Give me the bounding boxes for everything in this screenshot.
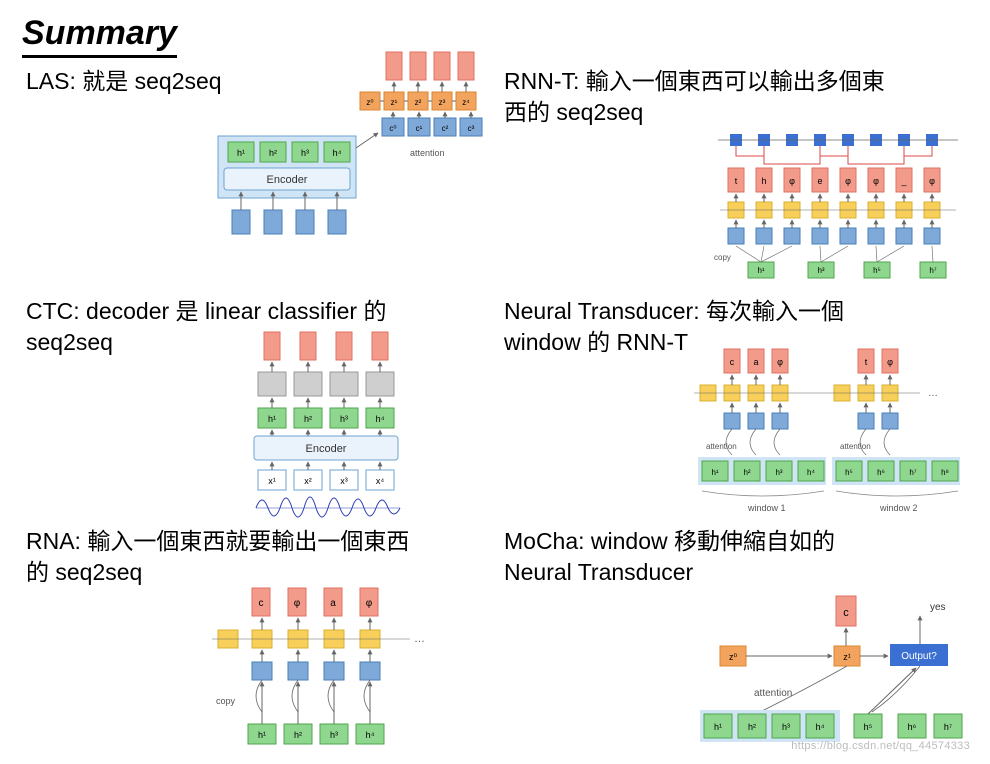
svg-text:φ: φ — [929, 176, 935, 186]
svg-text:h¹: h¹ — [258, 730, 266, 740]
svg-text:Output?: Output? — [901, 651, 937, 662]
svg-text:Encoder: Encoder — [306, 443, 347, 455]
mocha-diagram: c yes z⁰ z¹ Output? attention — [658, 590, 968, 760]
svg-text:attention: attention — [706, 442, 737, 451]
svg-text:h⁴: h⁴ — [333, 148, 342, 158]
svg-text:h⁵: h⁵ — [873, 266, 881, 275]
svg-text:z¹: z¹ — [843, 652, 851, 662]
mocha-text: MoCha: window 移動伸縮自如的 Neural Transducer — [504, 526, 904, 588]
svg-text:c: c — [843, 607, 849, 619]
svg-text:h³: h³ — [782, 722, 790, 732]
svg-text:h⁴: h⁴ — [366, 730, 375, 740]
watermark: https://blog.csdn.net/qq_44574333 — [791, 740, 970, 752]
svg-text:attention: attention — [754, 688, 792, 699]
svg-text:h⁴: h⁴ — [807, 468, 815, 477]
cell-mocha: MoCha: window 移動伸縮自如的 Neural Transducer … — [500, 518, 968, 754]
svg-text:h²: h² — [294, 730, 302, 740]
svg-text:h⁵: h⁵ — [845, 468, 853, 477]
rna-diagram: c φ a φ … — [210, 584, 430, 764]
svg-text:z⁰: z⁰ — [729, 652, 738, 662]
svg-text:x³: x³ — [340, 476, 348, 486]
svg-text:h: h — [761, 176, 766, 186]
svg-text:z⁴: z⁴ — [462, 98, 470, 107]
summary-grid: LAS: 就是 seq2seq Encoder h¹ h² — [22, 58, 968, 754]
svg-text:h⁷: h⁷ — [929, 266, 936, 275]
svg-text:c: c — [259, 598, 264, 609]
svg-text:c⁰: c⁰ — [389, 124, 396, 133]
svg-text:φ: φ — [294, 598, 301, 609]
svg-text:h¹: h¹ — [757, 266, 764, 275]
svg-text:h³: h³ — [330, 730, 338, 740]
svg-text:c¹: c¹ — [416, 124, 423, 133]
svg-text:h⁸: h⁸ — [941, 468, 949, 477]
svg-text:φ: φ — [366, 598, 373, 609]
las-diagram: Encoder h¹ h² h³ h⁴ — [210, 38, 490, 238]
svg-text:h⁴: h⁴ — [376, 414, 385, 424]
rna-text: RNA: 輸入一個東西就要輸出一個東西的 seq2seq — [26, 526, 426, 588]
svg-text:e: e — [817, 176, 822, 186]
svg-text:h³: h³ — [340, 414, 348, 424]
svg-text:window 1: window 1 — [747, 503, 786, 513]
svg-text:h⁵: h⁵ — [864, 722, 873, 732]
svg-text:h⁴: h⁴ — [816, 722, 825, 732]
svg-text:a: a — [753, 357, 758, 367]
svg-text:c: c — [730, 357, 735, 367]
svg-text:h²: h² — [269, 148, 277, 158]
svg-text:x²: x² — [304, 476, 312, 486]
svg-text:a: a — [330, 598, 336, 609]
svg-text:c²: c² — [442, 124, 449, 133]
ctc-diagram: h¹ h² h³ h⁴ Encoder — [240, 328, 420, 528]
svg-text:attention: attention — [840, 442, 871, 451]
svg-text:h⁷: h⁷ — [944, 722, 952, 732]
page-title: Summary — [22, 14, 177, 58]
cell-rnnt: RNN-T: 輸入一個東西可以輸出多個東西的 seq2seq — [500, 58, 968, 288]
svg-text:φ: φ — [777, 357, 783, 367]
svg-text:copy: copy — [216, 696, 236, 706]
svg-text:c³: c³ — [468, 124, 475, 133]
svg-text:h¹: h¹ — [237, 148, 245, 158]
svg-text:attention: attention — [410, 148, 445, 158]
rnnt-text: RNN-T: 輸入一個東西可以輸出多個東西的 seq2seq — [504, 66, 904, 128]
cell-las: LAS: 就是 seq2seq Encoder h¹ h² — [22, 58, 490, 288]
svg-text:h¹: h¹ — [714, 722, 722, 732]
rnnt-diagram: t h φ e φ φ _ φ — [708, 128, 968, 288]
svg-text:φ: φ — [845, 176, 851, 186]
svg-text:φ: φ — [789, 176, 795, 186]
svg-text:…: … — [414, 633, 425, 645]
svg-text:…: … — [928, 388, 938, 399]
svg-text:x¹: x¹ — [268, 476, 276, 486]
cell-nt: Neural Transducer: 每次輸入一個 window 的 RNN-T… — [500, 288, 968, 518]
cell-ctc: CTC: decoder 是 linear classifier 的 seq2s… — [22, 288, 490, 518]
svg-text:h²: h² — [743, 468, 750, 477]
svg-text:z²: z² — [415, 98, 422, 107]
nt-diagram: c a φ t φ — [688, 343, 968, 523]
svg-text:h³: h³ — [775, 468, 782, 477]
svg-text:copy: copy — [714, 253, 731, 262]
cell-rna: RNA: 輸入一個東西就要輸出一個東西的 seq2seq c φ a — [22, 518, 490, 754]
svg-text:window 2: window 2 — [879, 503, 918, 513]
svg-text:h²: h² — [748, 722, 756, 732]
svg-text:z³: z³ — [439, 98, 446, 107]
svg-text:φ: φ — [873, 176, 879, 186]
svg-text:h³: h³ — [301, 148, 309, 158]
svg-text:h¹: h¹ — [711, 468, 718, 477]
svg-text:h⁶: h⁶ — [908, 722, 917, 732]
svg-text:z⁰: z⁰ — [366, 98, 373, 107]
svg-text:φ: φ — [887, 357, 893, 367]
svg-text:x⁴: x⁴ — [376, 476, 385, 486]
svg-text:z¹: z¹ — [391, 98, 398, 107]
svg-text:h²: h² — [304, 414, 312, 424]
svg-text:yes: yes — [930, 602, 946, 613]
svg-text:_: _ — [900, 176, 907, 186]
svg-text:h⁶: h⁶ — [877, 468, 885, 477]
svg-text:h⁷: h⁷ — [909, 468, 916, 477]
encoder-label: Encoder — [267, 174, 308, 186]
svg-text:h¹: h¹ — [268, 414, 276, 424]
svg-text:h³: h³ — [817, 266, 824, 275]
